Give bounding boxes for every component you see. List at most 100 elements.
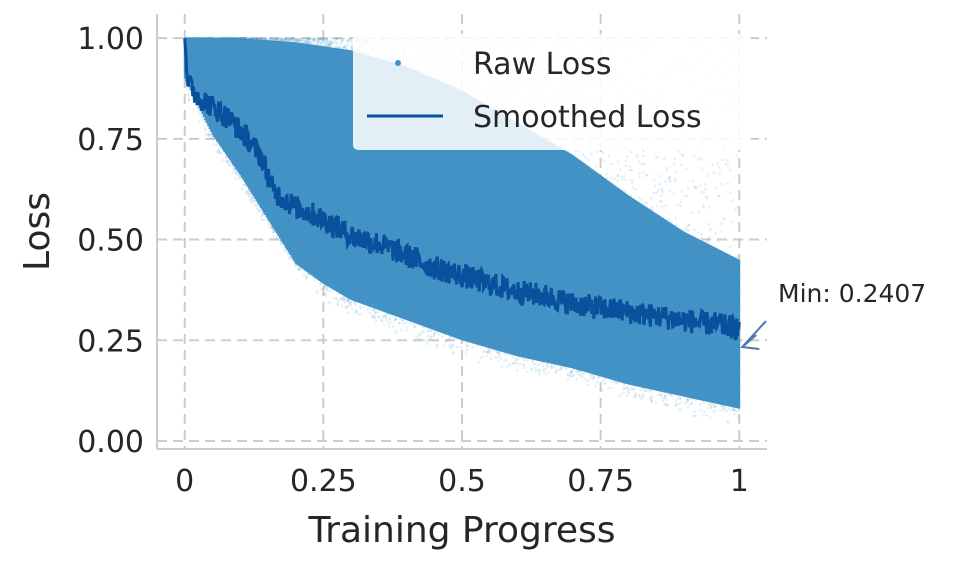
y-axis-label: Loss (17, 192, 58, 271)
raw-loss-band-strip (675, 226, 678, 396)
raw-loss-point (454, 337, 457, 341)
raw-loss-point (273, 38, 277, 42)
raw-loss-point (685, 229, 689, 232)
raw-loss-band-strip (540, 136, 543, 362)
raw-loss-band-strip (303, 43, 306, 271)
raw-loss-point (233, 36, 237, 40)
raw-loss-band-strip (343, 49, 346, 296)
raw-loss-band-strip (375, 57, 378, 310)
raw-loss-point (388, 325, 391, 328)
raw-loss-point (513, 362, 517, 365)
raw-loss-point (649, 207, 652, 211)
raw-loss-point (629, 150, 633, 154)
raw-loss-band-strip (518, 124, 521, 357)
raw-loss-point (565, 367, 568, 371)
raw-loss-band-strip (499, 113, 502, 352)
raw-loss-point (517, 355, 521, 359)
raw-loss-point (226, 36, 230, 40)
raw-loss-point (258, 37, 261, 41)
raw-loss-band-strip (533, 132, 536, 361)
raw-loss-band-strip (532, 131, 534, 360)
raw-loss-point (538, 368, 541, 372)
raw-loss-point (613, 177, 617, 181)
raw-loss-point (432, 332, 436, 336)
raw-loss-point (255, 37, 259, 40)
raw-loss-point (577, 373, 580, 376)
raw-loss-point (306, 37, 310, 41)
raw-loss-point (569, 370, 573, 374)
raw-loss-band-strip (239, 38, 242, 176)
raw-loss-band-strip (201, 38, 204, 115)
raw-loss-point (609, 379, 612, 383)
raw-loss-point (701, 400, 705, 403)
raw-loss-point (189, 36, 193, 40)
raw-loss-point (645, 201, 649, 204)
raw-loss-point (677, 402, 681, 406)
raw-loss-point (659, 194, 663, 197)
raw-loss-point (251, 37, 254, 41)
raw-loss-point (624, 159, 628, 163)
raw-loss-point (651, 208, 654, 212)
raw-loss-point (267, 222, 270, 226)
raw-loss-point (237, 174, 241, 178)
raw-loss-point (692, 414, 696, 418)
raw-loss-point (500, 357, 503, 360)
raw-loss-point (737, 409, 741, 412)
raw-loss-point (243, 37, 247, 40)
raw-loss-point (395, 317, 398, 321)
raw-loss-point (239, 176, 242, 179)
raw-loss-point (675, 403, 679, 407)
raw-loss-point (620, 175, 623, 179)
raw-loss-point (707, 240, 711, 244)
raw-loss-band-strip (417, 71, 420, 325)
raw-loss-point (648, 398, 652, 401)
raw-loss-point (685, 226, 689, 229)
raw-loss-point (191, 36, 194, 40)
raw-loss-point (238, 36, 242, 40)
raw-loss-point (712, 409, 715, 413)
raw-loss-band-strip (334, 47, 337, 291)
raw-loss-band-strip (226, 38, 229, 157)
raw-loss-point (203, 126, 207, 130)
raw-loss-point (305, 276, 309, 279)
raw-loss-point (303, 39, 307, 43)
raw-loss-band-strip (337, 48, 340, 293)
raw-loss-point (261, 211, 265, 214)
raw-loss-point (316, 37, 319, 41)
raw-loss-band-strip (211, 38, 214, 135)
raw-loss-point (372, 308, 376, 312)
raw-loss-point (537, 370, 541, 374)
raw-loss-point (275, 37, 278, 41)
raw-loss-point (222, 36, 226, 40)
raw-loss-point (387, 322, 390, 325)
raw-loss-point (337, 292, 341, 295)
raw-loss-point (327, 40, 330, 43)
raw-loss-point (722, 404, 726, 408)
raw-loss-point (702, 413, 706, 417)
raw-loss-point (340, 296, 344, 300)
raw-loss-band-strip (542, 137, 545, 362)
raw-loss-point (341, 38, 345, 41)
raw-loss-point (296, 38, 300, 41)
raw-loss-point (340, 304, 344, 308)
raw-loss-band-strip (287, 41, 290, 253)
raw-loss-point (380, 320, 384, 323)
raw-loss-point (661, 190, 664, 194)
raw-loss-point (207, 133, 210, 136)
raw-loss-point (373, 311, 377, 315)
raw-loss-point (466, 344, 469, 348)
raw-loss-point (291, 39, 294, 43)
raw-loss-band-strip (276, 40, 278, 234)
raw-loss-point (231, 36, 235, 40)
raw-loss-point (304, 37, 308, 40)
raw-loss-band-strip (378, 58, 381, 311)
raw-loss-point (197, 36, 201, 40)
raw-loss-point (343, 44, 347, 47)
raw-loss-point (203, 36, 206, 40)
raw-loss-point (650, 399, 653, 403)
raw-loss-point (247, 195, 250, 199)
raw-loss-point (215, 143, 219, 147)
raw-loss-point (386, 312, 389, 315)
raw-loss-point (735, 154, 738, 158)
raw-loss-point (616, 174, 619, 178)
